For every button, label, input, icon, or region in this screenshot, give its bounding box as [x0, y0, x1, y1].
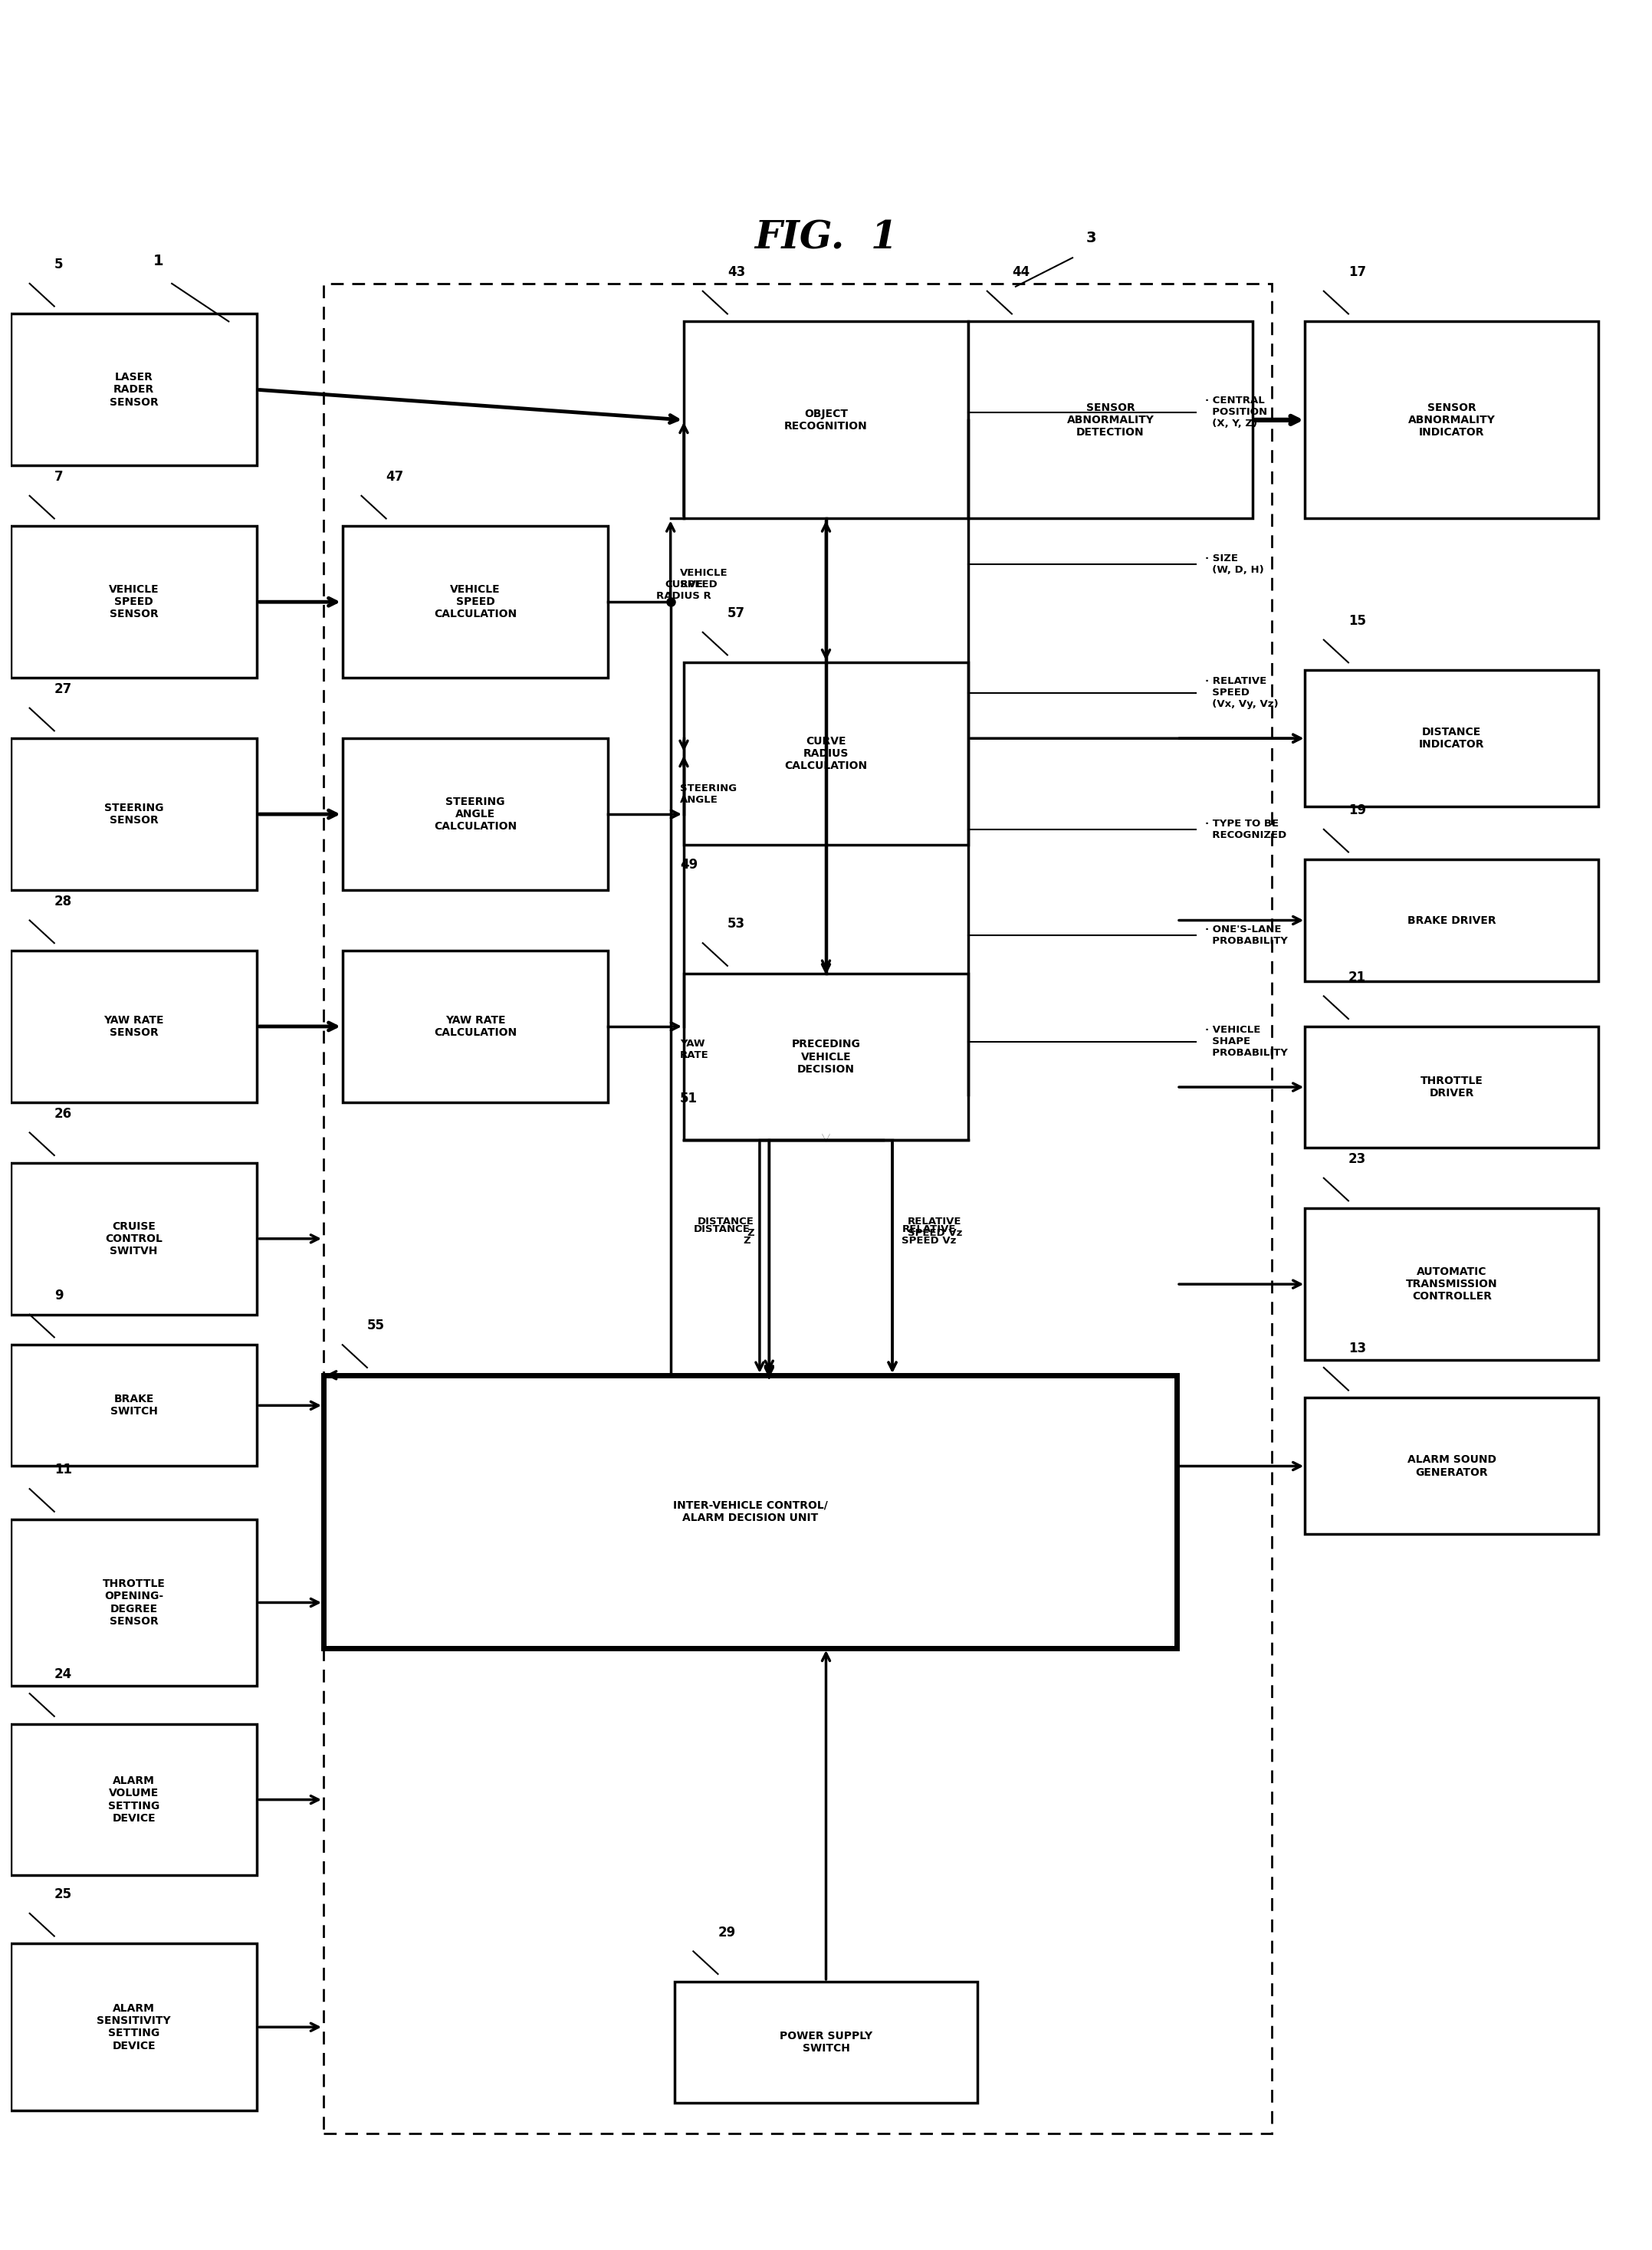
Text: BRAKE
SWITCH: BRAKE SWITCH [111, 1395, 157, 1418]
Bar [1305, 1026, 1599, 1148]
Bar [10, 1724, 258, 1876]
Bar [10, 1519, 258, 1685]
Bar [324, 284, 1272, 2133]
Text: 27: 27 [55, 682, 73, 695]
Text: ALARM SOUND
GENERATOR: ALARM SOUND GENERATOR [1408, 1454, 1497, 1478]
Text: BRAKE DRIVER: BRAKE DRIVER [1408, 916, 1497, 925]
Text: VEHICLE
SPEED
SENSOR: VEHICLE SPEED SENSOR [109, 585, 159, 619]
Text: 28: 28 [55, 896, 73, 909]
Text: CURVE
RADIUS R: CURVE RADIUS R [656, 580, 712, 601]
Text: VEHICLE
SPEED: VEHICLE SPEED [681, 569, 729, 590]
Bar [342, 738, 608, 891]
Text: YAW
RATE: YAW RATE [681, 1040, 709, 1060]
Bar [1305, 322, 1599, 518]
Text: CURVE
RADIUS
CALCULATION: CURVE RADIUS CALCULATION [785, 736, 867, 772]
Bar [674, 1982, 978, 2104]
Bar [342, 527, 608, 677]
Bar [1305, 1208, 1599, 1359]
Text: 55: 55 [367, 1318, 385, 1332]
Text: PRECEDING
VEHICLE
DECISION: PRECEDING VEHICLE DECISION [791, 1040, 861, 1076]
Text: 19: 19 [1348, 803, 1366, 817]
Text: 15: 15 [1348, 614, 1366, 628]
Text: CRUISE
CONTROL
SWITVH: CRUISE CONTROL SWITVH [106, 1222, 162, 1256]
Text: ALARM
VOLUME
SETTING
DEVICE: ALARM VOLUME SETTING DEVICE [107, 1775, 160, 1825]
Text: THROTTLE
DRIVER: THROTTLE DRIVER [1421, 1076, 1483, 1098]
Bar [684, 662, 968, 844]
Text: STEERING
SENSOR: STEERING SENSOR [104, 803, 164, 826]
Text: POWER SUPPLY
SWITCH: POWER SUPPLY SWITCH [780, 2032, 872, 2054]
Text: 51: 51 [681, 1091, 697, 1105]
Text: 21: 21 [1348, 970, 1366, 983]
Text: 26: 26 [55, 1107, 73, 1121]
Text: VEHICLE
SPEED
CALCULATION: VEHICLE SPEED CALCULATION [434, 585, 517, 619]
Text: STEERING
ANGLE: STEERING ANGLE [681, 783, 737, 806]
Text: SENSOR
ABNORMALITY
DETECTION: SENSOR ABNORMALITY DETECTION [1067, 403, 1155, 439]
Text: LASER
RADER
SENSOR: LASER RADER SENSOR [109, 371, 159, 407]
Bar [684, 974, 968, 1141]
Text: 5: 5 [55, 257, 63, 272]
Bar [968, 322, 1252, 518]
Text: YAW RATE
SENSOR: YAW RATE SENSOR [104, 1015, 164, 1037]
Text: YAW RATE
CALCULATION: YAW RATE CALCULATION [434, 1015, 517, 1037]
Bar [324, 1375, 1176, 1647]
Text: · RELATIVE
  SPEED
  (Vx, Vy, Vz): · RELATIVE SPEED (Vx, Vy, Vz) [1206, 677, 1279, 709]
Text: 44: 44 [1011, 266, 1029, 279]
Text: THROTTLE
OPENING-
DEGREE
SENSOR: THROTTLE OPENING- DEGREE SENSOR [102, 1580, 165, 1627]
Text: RELATIVE
SPEED Vz: RELATIVE SPEED Vz [907, 1217, 961, 1238]
Text: · VEHICLE
  SHAPE
  PROBABILITY: · VEHICLE SHAPE PROBABILITY [1206, 1026, 1289, 1058]
Bar [1305, 860, 1599, 981]
Bar [10, 313, 258, 466]
Text: 49: 49 [681, 857, 697, 871]
Text: 29: 29 [719, 1926, 735, 1940]
Bar [684, 322, 968, 518]
Text: · SIZE
  (W, D, H): · SIZE (W, D, H) [1206, 554, 1264, 574]
Text: 53: 53 [727, 918, 745, 932]
Text: DISTANCE
Z: DISTANCE Z [694, 1224, 750, 1247]
Text: 3: 3 [1087, 232, 1097, 245]
Text: 47: 47 [387, 470, 403, 484]
Bar [10, 952, 258, 1102]
Text: STEERING
ANGLE
CALCULATION: STEERING ANGLE CALCULATION [434, 796, 517, 833]
Text: AUTOMATIC
TRANSMISSION
CONTROLLER: AUTOMATIC TRANSMISSION CONTROLLER [1406, 1267, 1498, 1303]
Bar [10, 527, 258, 677]
Text: 25: 25 [55, 1888, 73, 1901]
Text: 11: 11 [55, 1462, 73, 1476]
Text: 1: 1 [154, 254, 164, 268]
Text: · CENTRAL
  POSITION
  (X, Y, Z): · CENTRAL POSITION (X, Y, Z) [1206, 396, 1267, 430]
Text: OBJECT
RECOGNITION: OBJECT RECOGNITION [785, 410, 867, 432]
Text: 23: 23 [1348, 1152, 1366, 1166]
Text: ALARM
SENSITIVITY
SETTING
DEVICE: ALARM SENSITIVITY SETTING DEVICE [97, 2003, 170, 2052]
Text: 17: 17 [1348, 266, 1366, 279]
Text: FIG.  1: FIG. 1 [755, 218, 897, 256]
Bar [1305, 1397, 1599, 1535]
Text: · TYPE TO BE
  RECOGNIZED: · TYPE TO BE RECOGNIZED [1206, 819, 1287, 839]
Text: RELATIVE
SPEED Vz: RELATIVE SPEED Vz [902, 1224, 957, 1247]
Text: 43: 43 [727, 266, 745, 279]
Text: 57: 57 [727, 605, 745, 621]
Text: · ONE'S-LANE
  PROBABILITY: · ONE'S-LANE PROBABILITY [1206, 925, 1289, 947]
Text: DISTANCE
Z: DISTANCE Z [697, 1217, 753, 1238]
Bar [342, 952, 608, 1102]
Text: INTER-VEHICLE CONTROL/
ALARM DECISION UNIT: INTER-VEHICLE CONTROL/ ALARM DECISION UN… [672, 1501, 828, 1523]
Bar [10, 1346, 258, 1467]
Bar [10, 1944, 258, 2111]
Text: DISTANCE
INDICATOR: DISTANCE INDICATOR [1419, 727, 1485, 749]
Text: 7: 7 [55, 470, 63, 484]
Text: 24: 24 [55, 1667, 73, 1681]
Text: 13: 13 [1348, 1341, 1366, 1355]
Bar [10, 738, 258, 891]
Text: SENSOR
ABNORMALITY
INDICATOR: SENSOR ABNORMALITY INDICATOR [1408, 403, 1495, 439]
Text: 9: 9 [55, 1289, 63, 1303]
Bar [10, 1163, 258, 1314]
Bar [1305, 670, 1599, 806]
